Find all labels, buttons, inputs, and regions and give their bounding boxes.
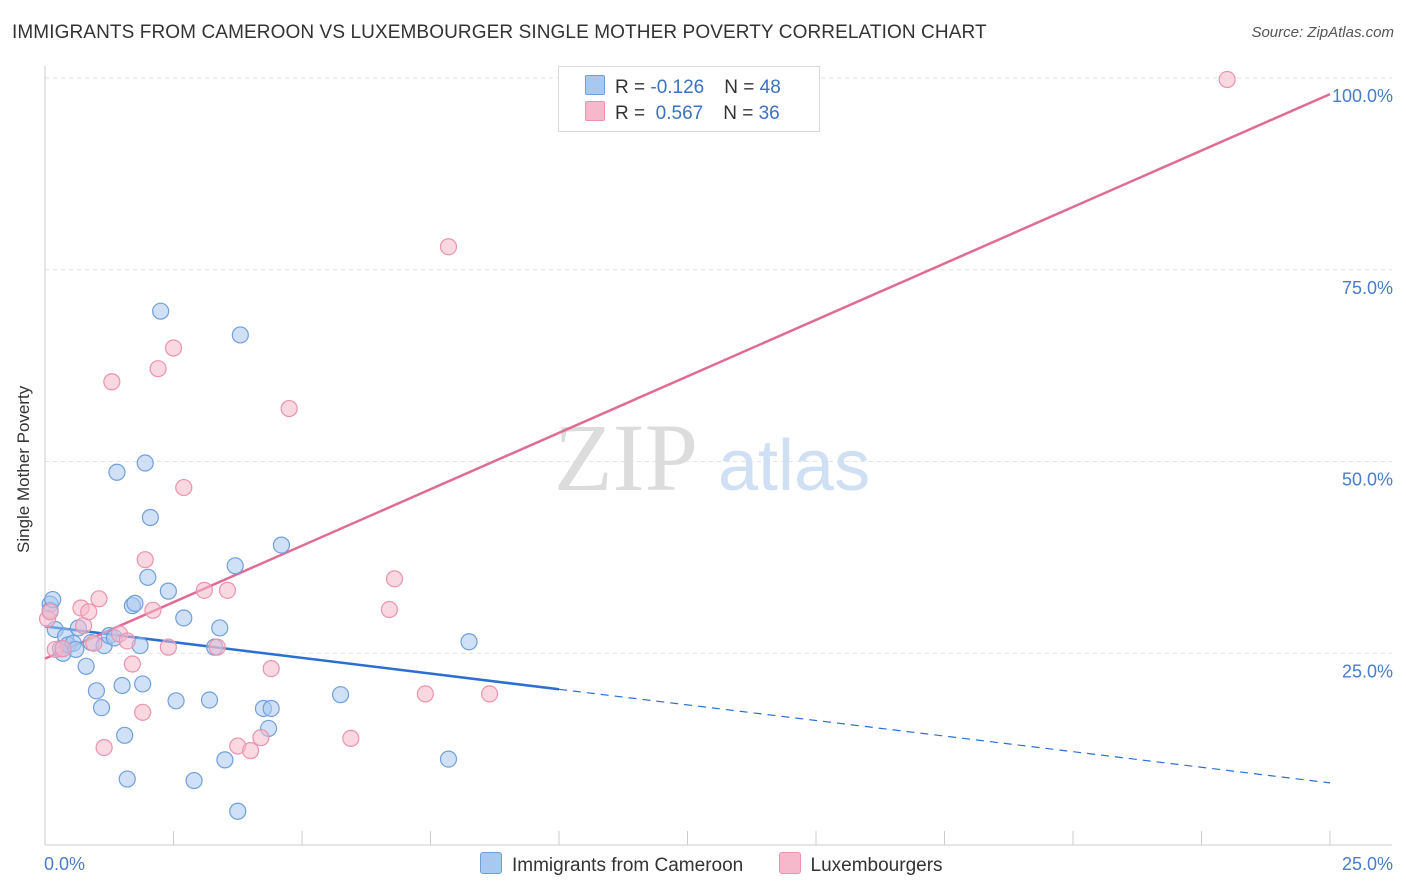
data-point xyxy=(175,478,193,497)
data-point xyxy=(113,676,131,695)
y-tick-label: 100.0% xyxy=(1332,86,1393,106)
data-point xyxy=(342,729,360,747)
data-point xyxy=(123,655,141,673)
pink-swatch-icon xyxy=(585,101,605,121)
x-tick-label: 0.0% xyxy=(44,854,85,874)
y-tick-label: 75.0% xyxy=(1342,278,1393,298)
data-point xyxy=(208,638,226,656)
legend-label: Luxembourgers xyxy=(810,855,943,876)
y-tick-label: 50.0% xyxy=(1342,470,1393,490)
blue-swatch-icon xyxy=(480,852,502,874)
legend-row-luxembourgers: R = 0.567 N = 36 xyxy=(585,101,780,127)
n-value: 36 xyxy=(758,103,780,124)
data-point xyxy=(216,751,234,769)
data-points xyxy=(38,70,1236,820)
blue-swatch-icon xyxy=(585,75,605,95)
data-point xyxy=(85,634,103,652)
watermark: ZIP atlas xyxy=(554,404,870,511)
data-point xyxy=(226,557,244,575)
grid-lines xyxy=(45,77,1392,654)
data-point xyxy=(164,339,183,357)
data-point xyxy=(439,750,458,768)
trend-line-extension xyxy=(558,688,1331,784)
data-point xyxy=(159,638,177,656)
data-point xyxy=(262,699,280,718)
legend-label: Immigrants from Cameroon xyxy=(512,855,744,876)
data-point xyxy=(416,685,434,703)
data-point xyxy=(152,302,170,320)
data-point xyxy=(126,594,144,612)
source-label: Source: ZipAtlas.com xyxy=(1251,24,1394,41)
data-point xyxy=(141,508,159,527)
data-point xyxy=(149,360,167,378)
data-point xyxy=(185,771,203,790)
data-point xyxy=(481,685,499,703)
r-value: -0.126 xyxy=(650,77,705,98)
data-point xyxy=(1218,70,1236,89)
n-label: N = xyxy=(724,77,760,98)
data-point xyxy=(195,581,213,599)
data-point xyxy=(231,326,249,344)
data-point xyxy=(139,568,157,586)
data-point xyxy=(80,603,98,621)
y-tick-label: 25.0% xyxy=(1342,661,1393,681)
data-point xyxy=(134,703,152,721)
n-value: 48 xyxy=(759,77,781,98)
trend-line xyxy=(44,92,1331,660)
legend-item-cameroon[interactable]: Immigrants from Cameroon xyxy=(480,852,743,877)
y-tick-labels: 25.0% 50.0% 75.0% 100.0% xyxy=(1332,86,1393,681)
data-point xyxy=(167,692,185,710)
data-point xyxy=(460,633,478,651)
data-point xyxy=(87,682,106,700)
data-point xyxy=(272,536,291,554)
x-tick-label: 25.0% xyxy=(1342,854,1393,874)
chart-title: IMMIGRANTS FROM CAMEROON VS LUXEMBOURGER… xyxy=(12,22,987,43)
series-legend: Immigrants from Cameroon Luxembourgers xyxy=(480,852,973,877)
data-point xyxy=(252,729,270,747)
stats-legend: R = -0.126 N = 48 R = 0.567 N = 36 xyxy=(558,66,820,132)
data-point xyxy=(380,600,398,619)
r-label: R = xyxy=(615,103,651,124)
data-point xyxy=(144,601,162,619)
data-point xyxy=(159,582,177,600)
data-point xyxy=(95,738,113,757)
data-point xyxy=(280,399,298,418)
data-point xyxy=(54,640,72,658)
data-point xyxy=(136,454,154,472)
data-point xyxy=(77,657,95,675)
y-axis-label: Single Mother Poverty xyxy=(14,385,33,553)
data-point xyxy=(229,802,247,820)
data-point xyxy=(92,699,111,717)
data-point xyxy=(175,609,193,627)
data-point xyxy=(41,603,59,621)
data-point xyxy=(439,238,458,256)
data-point xyxy=(200,691,219,709)
pink-swatch-icon xyxy=(778,852,801,874)
data-point xyxy=(118,632,136,650)
n-label: N = xyxy=(723,103,759,124)
legend-row-cameroon: R = -0.126 N = 48 xyxy=(585,75,781,101)
data-point xyxy=(331,686,350,704)
data-point xyxy=(103,373,121,391)
r-label: R = xyxy=(615,77,651,98)
watermark-atlas: atlas xyxy=(718,426,870,506)
axes xyxy=(44,66,1392,846)
data-point xyxy=(116,726,134,744)
data-point xyxy=(90,590,108,608)
data-point xyxy=(211,619,229,637)
data-point xyxy=(242,742,260,760)
data-point xyxy=(134,675,152,693)
data-point xyxy=(262,659,280,678)
r-value: 0.567 xyxy=(650,103,704,124)
data-point xyxy=(385,570,404,588)
watermark-zip: ZIP xyxy=(554,404,698,511)
data-point xyxy=(118,770,136,788)
legend-item-luxembourgers[interactable]: Luxembourgers xyxy=(778,852,943,877)
data-point xyxy=(136,551,154,569)
data-point xyxy=(218,581,237,599)
x-tick-labels: 0.0% 25.0% xyxy=(44,854,1393,874)
data-point xyxy=(108,463,126,481)
